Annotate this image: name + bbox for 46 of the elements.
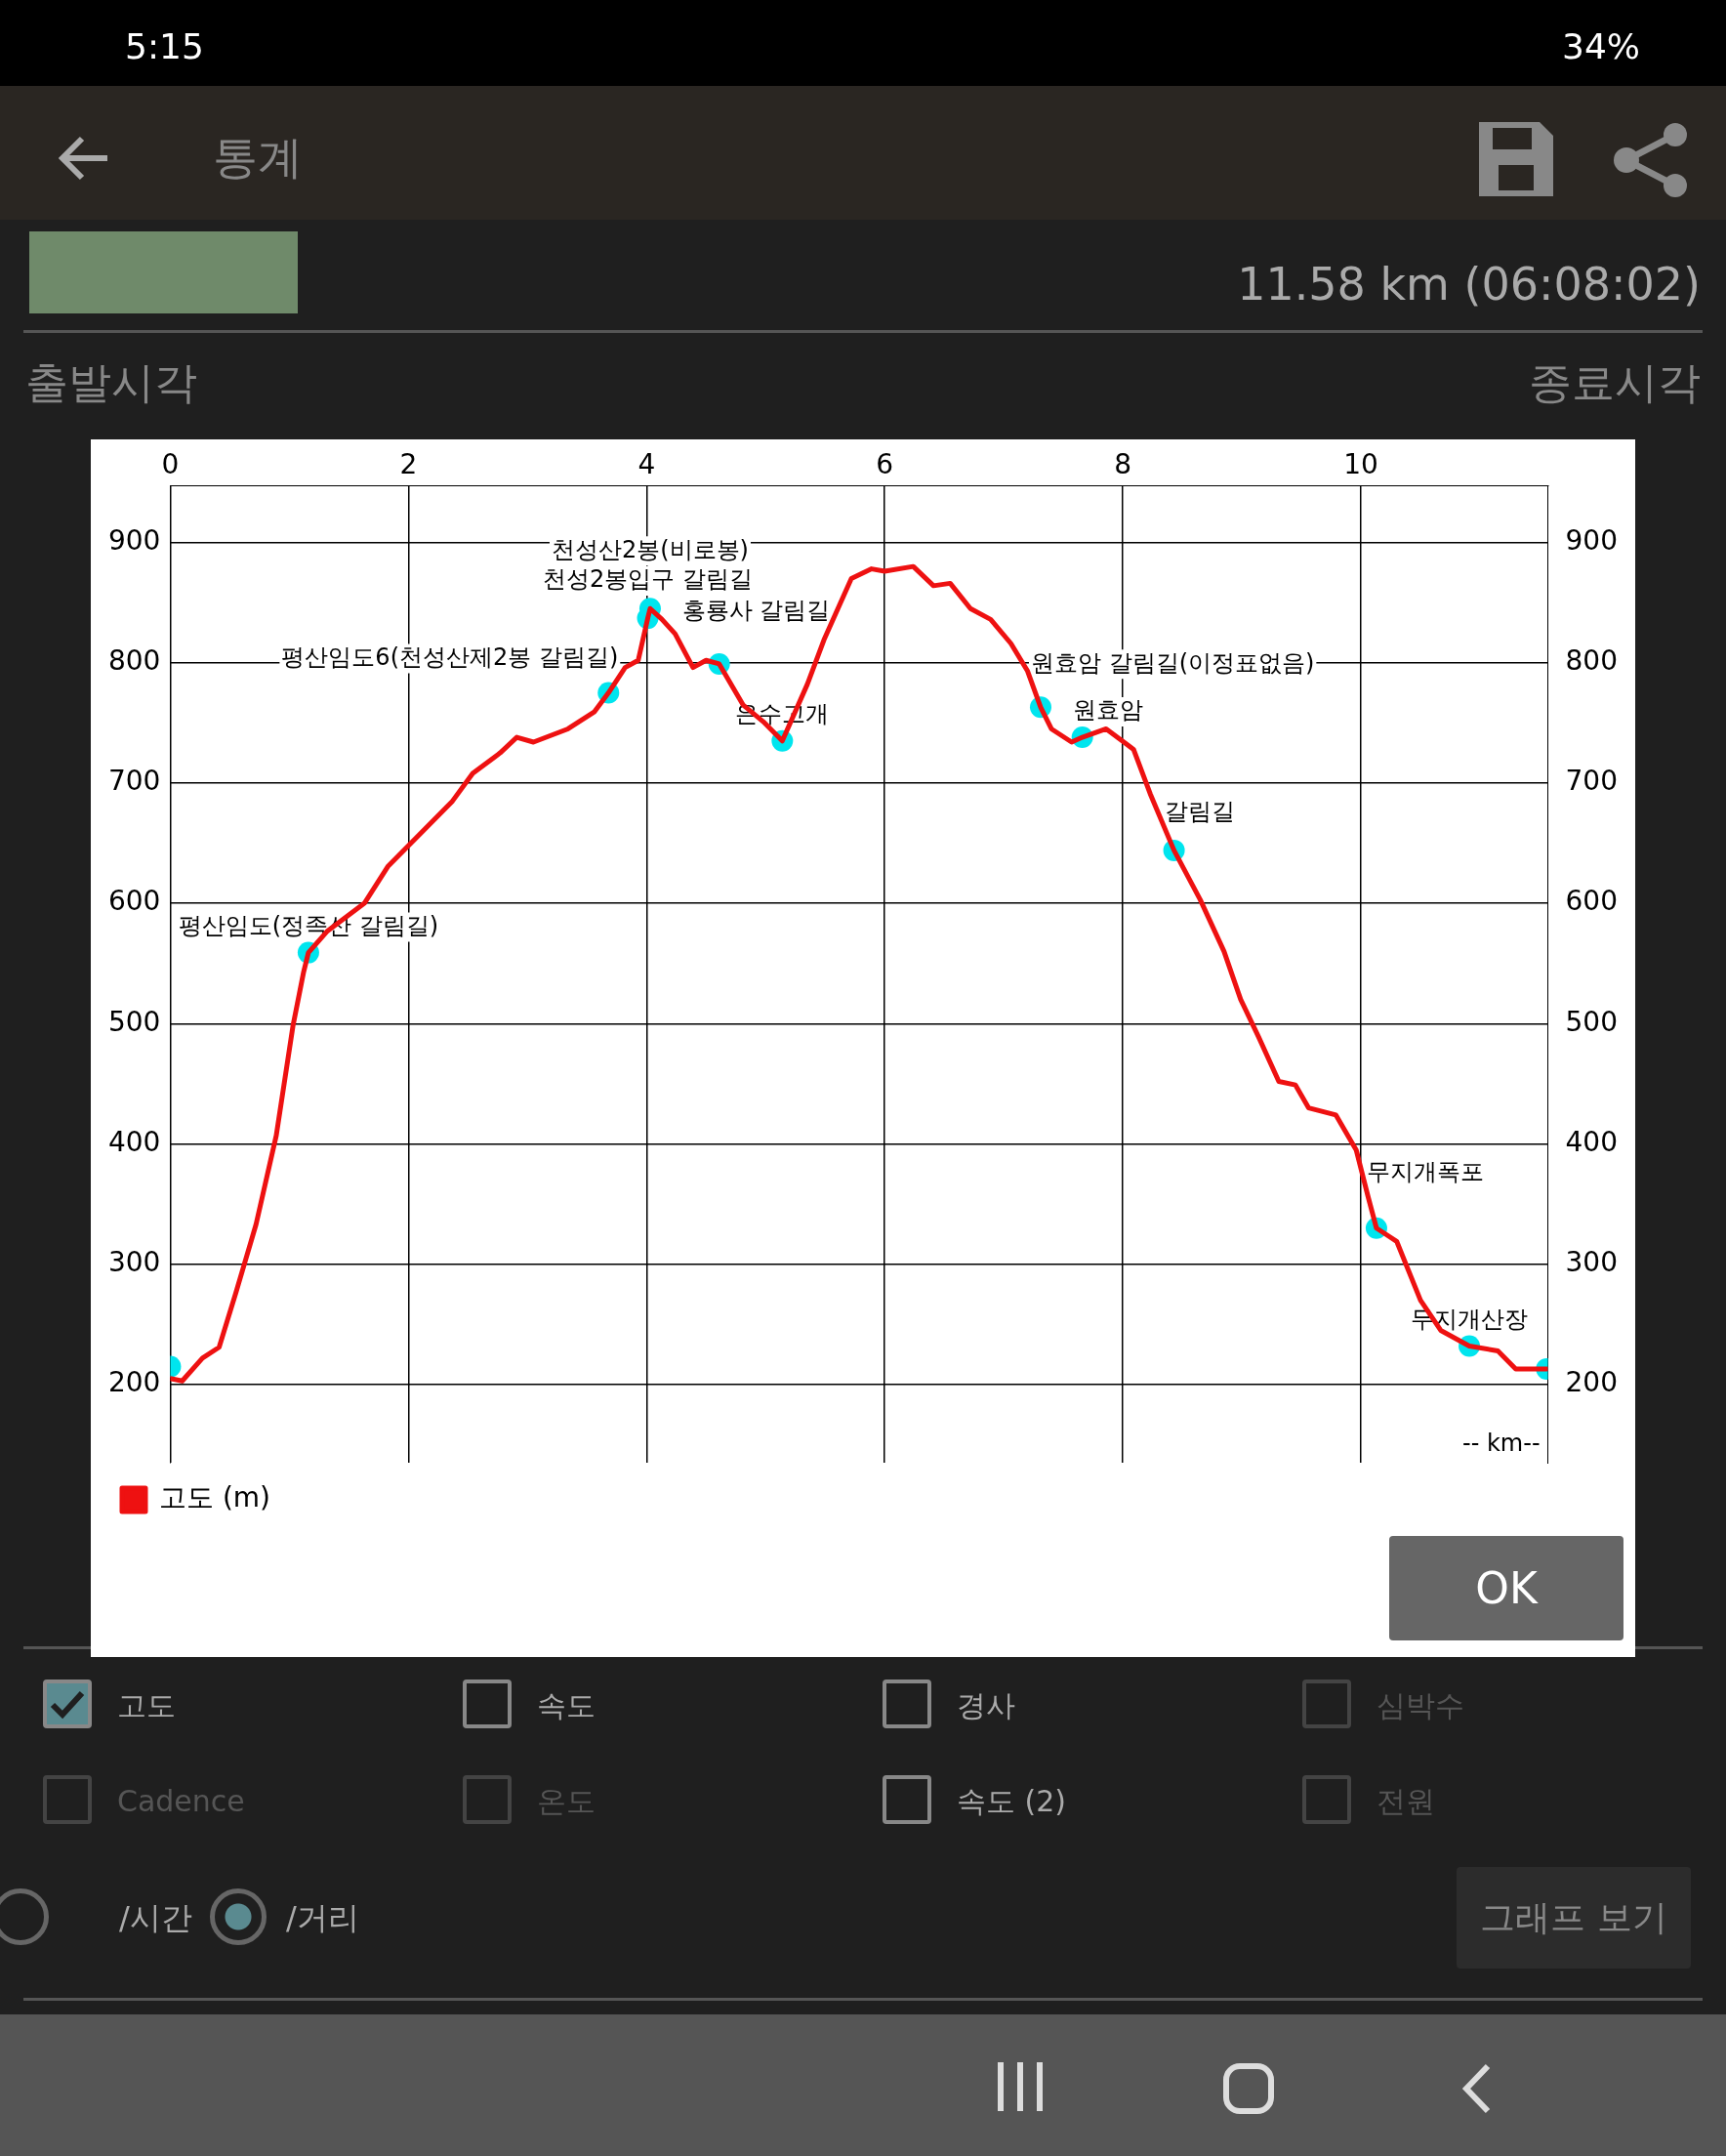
text: 고도	[117, 1688, 176, 1722]
x-tick-label: 6	[876, 448, 894, 481]
annotation: 원효암 갈림길(이정표없음)	[1030, 648, 1315, 677]
text: 그래프 보기	[1480, 1895, 1667, 1939]
text: 경사	[957, 1688, 1015, 1722]
text: OK	[1475, 1563, 1538, 1613]
annotation: 갈림길	[1164, 798, 1235, 826]
y-tick-label: 800	[107, 643, 161, 677]
text: 종료시각	[1529, 357, 1701, 407]
annotation: 천성산2봉(비로봉)	[551, 535, 749, 563]
text: 5:15	[125, 26, 204, 66]
annotation: -- km--	[1462, 1430, 1541, 1458]
x-tick-label: 2	[399, 448, 418, 481]
text: 11.58 km (06:08:02)	[1237, 258, 1701, 311]
x-tick-label: 4	[637, 448, 656, 481]
y2-tick-label: 700	[1565, 765, 1619, 798]
text: 속도	[537, 1688, 596, 1722]
annotation: 홍룡사 갈림길	[681, 597, 831, 625]
y-tick-label: 600	[107, 885, 161, 918]
annotation: 무지개폭포	[1366, 1157, 1484, 1185]
y2-tick-label: 600	[1565, 885, 1619, 918]
y2-tick-label: 800	[1565, 643, 1619, 677]
y-tick-label: 700	[107, 765, 161, 798]
x-tick-label: 8	[1114, 448, 1132, 481]
y-tick-label: 500	[107, 1005, 161, 1038]
text: 출발시각	[25, 357, 197, 407]
text: 속도 (2)	[957, 1784, 1067, 1818]
y-tick-label: 400	[107, 1125, 161, 1158]
legend-label: 고도 (m)	[159, 1481, 271, 1514]
annotation: 평산임도6(천성산제2봉 갈림길)	[281, 643, 619, 671]
y2-tick-label: 300	[1565, 1246, 1619, 1278]
y2-tick-label: 900	[1565, 523, 1619, 557]
y2-tick-label: 400	[1565, 1125, 1619, 1158]
y2-tick-label: 200	[1565, 1366, 1619, 1399]
y-tick-label: 900	[107, 523, 161, 557]
text: 통계	[213, 131, 303, 184]
annotation: 원효암	[1072, 696, 1143, 725]
x-tick-label: 0	[161, 448, 180, 481]
annotation: 천성2봉입구 갈림길	[543, 565, 753, 594]
text: /시간	[119, 1899, 192, 1936]
y-tick-label: 200	[107, 1366, 161, 1399]
y-tick-label: 300	[107, 1246, 161, 1278]
x-tick-label: 10	[1343, 448, 1378, 481]
text: /거리	[286, 1899, 359, 1936]
y2-tick-label: 500	[1565, 1005, 1619, 1038]
text: 34%	[1561, 26, 1640, 66]
